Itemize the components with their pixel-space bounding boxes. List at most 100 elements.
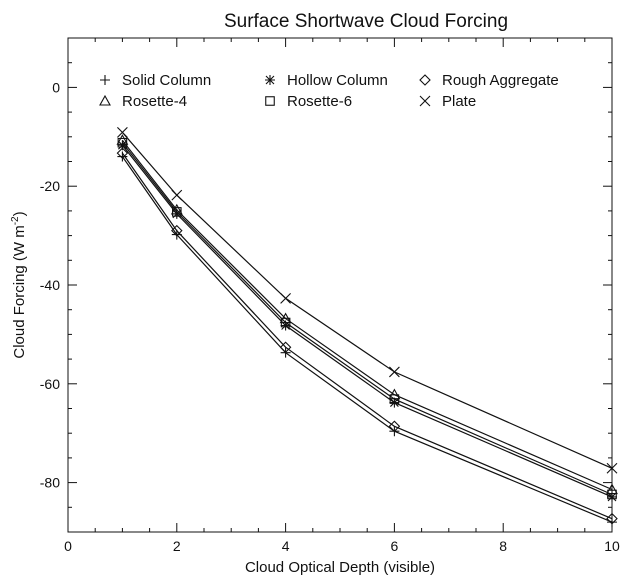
marker-stroke xyxy=(265,96,275,106)
marker-stroke xyxy=(419,95,431,107)
data-point xyxy=(117,151,128,162)
marker-stroke xyxy=(117,137,128,148)
y-tick-label: -80 xyxy=(40,475,60,491)
legend-label: Plate xyxy=(442,93,476,110)
y-axis-label-main: Cloud Forcing (W m xyxy=(11,225,28,358)
marker-stroke xyxy=(280,317,291,328)
legend-label: Rosette-6 xyxy=(287,93,352,110)
legend-marker-rosette-4 xyxy=(99,94,111,106)
legend-marker-rosette-6 xyxy=(265,96,275,106)
x-tick-label: 2 xyxy=(173,538,181,554)
legend-label: Rosette-4 xyxy=(122,93,187,110)
data-point xyxy=(606,512,618,525)
y-axis-label-close: ) xyxy=(11,211,28,216)
legend-item-solid-column: Solid Column xyxy=(100,72,211,89)
marker-stroke xyxy=(117,140,128,151)
data-point xyxy=(606,462,618,474)
x-tick-label: 8 xyxy=(499,538,507,554)
legend-marker-solid-column xyxy=(100,75,110,85)
data-point xyxy=(389,366,400,378)
series-line-rosette-4 xyxy=(121,139,613,491)
series-rosette-4 xyxy=(116,134,618,495)
marker-stroke xyxy=(606,462,618,474)
legend-marker-hollow-column xyxy=(265,75,275,85)
marker-stroke xyxy=(388,420,401,433)
legend-item-rosette-6: Rosette-6 xyxy=(265,93,352,110)
series-layer xyxy=(116,126,618,528)
marker-stroke xyxy=(419,74,431,86)
data-point xyxy=(171,224,183,237)
data-point xyxy=(280,317,291,328)
data-point xyxy=(280,292,291,304)
series-line-plate xyxy=(121,132,613,469)
data-point xyxy=(607,517,617,528)
x-axis-label: Cloud Optical Depth (visible) xyxy=(245,559,435,575)
marker-stroke xyxy=(116,134,129,145)
marker-stroke xyxy=(606,483,618,495)
data-point xyxy=(116,134,129,145)
data-point xyxy=(607,491,617,502)
series-rosette-6 xyxy=(117,137,617,500)
marker-stroke xyxy=(389,394,400,404)
marker-stroke xyxy=(265,75,275,85)
legend-label: Solid Column xyxy=(122,72,211,89)
y-axis-label: Cloud Forcing (W m-2) xyxy=(10,211,28,358)
marker-stroke xyxy=(100,75,110,85)
series-solid-column xyxy=(117,151,617,528)
x-tick-label: 10 xyxy=(604,538,620,554)
marker-stroke xyxy=(389,397,400,408)
y-tick-label: -60 xyxy=(40,376,60,392)
data-point xyxy=(117,137,128,148)
legend-label: Hollow Column xyxy=(287,72,388,89)
series-line-rosette-6 xyxy=(121,142,613,496)
marker-stroke xyxy=(607,517,617,528)
legend-item-rosette-4: Rosette-4 xyxy=(99,93,187,110)
marker-stroke xyxy=(117,126,128,138)
series-line-hollow-column xyxy=(121,144,613,498)
marker-stroke xyxy=(607,491,617,502)
marker-stroke xyxy=(280,320,291,331)
series-rough-aggregate xyxy=(116,147,618,525)
marker-stroke xyxy=(280,292,291,304)
legend-item-hollow-column: Hollow Column xyxy=(265,72,388,89)
marker-stroke xyxy=(171,189,183,201)
data-point xyxy=(389,397,400,408)
data-point xyxy=(116,147,129,159)
y-tick-label: 0 xyxy=(52,79,60,95)
marker-stroke xyxy=(607,489,617,500)
data-point xyxy=(607,489,617,500)
marker-stroke xyxy=(389,366,400,378)
y-tick-label: -40 xyxy=(40,277,60,293)
legend-marker-plate xyxy=(419,95,431,107)
x-tick-label: 6 xyxy=(391,538,399,554)
data-point xyxy=(117,126,128,138)
series-line-solid-column xyxy=(121,156,613,523)
data-point xyxy=(279,341,292,354)
legend-item-plate: Plate xyxy=(419,93,476,110)
legend-label: Rough Aggregate xyxy=(442,72,559,89)
marker-stroke xyxy=(117,151,128,162)
x-tick-label: 4 xyxy=(282,538,290,554)
marker-stroke xyxy=(606,512,618,525)
data-point xyxy=(280,320,291,331)
x-axis: 0 2 4 6 8 10 xyxy=(64,38,620,554)
y-axis-label-superscript: -2 xyxy=(10,216,21,225)
data-point xyxy=(172,207,182,217)
legend: Solid Column Hollow Column Rough Aggregate… xyxy=(99,72,559,110)
series-hollow-column xyxy=(117,140,617,502)
series-line-rough-aggregate xyxy=(121,152,613,520)
data-point xyxy=(388,420,401,433)
data-point xyxy=(606,483,618,495)
marker-stroke xyxy=(99,94,111,106)
series-plate xyxy=(117,126,618,474)
y-tick-label: -20 xyxy=(40,178,60,194)
y-axis: -80 -60 -40 -20 0 xyxy=(40,37,612,533)
legend-item-rough-aggregate: Rough Aggregate xyxy=(419,72,559,89)
data-point xyxy=(171,189,183,201)
marker-stroke xyxy=(279,341,292,354)
x-tick-label: 0 xyxy=(64,538,72,554)
data-point xyxy=(117,140,128,151)
marker-stroke xyxy=(171,224,183,237)
plot-area-frame xyxy=(67,37,613,533)
